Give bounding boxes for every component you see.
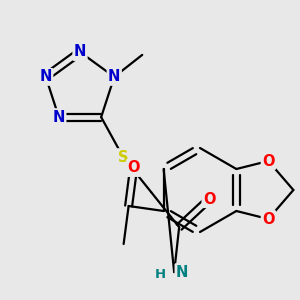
Text: S: S (118, 150, 128, 165)
Text: N: N (108, 69, 120, 84)
Text: H: H (154, 268, 166, 281)
Text: N: N (40, 69, 52, 84)
Text: N: N (176, 265, 188, 280)
Text: N: N (74, 44, 86, 59)
Text: O: O (203, 192, 215, 207)
Text: O: O (128, 160, 140, 175)
Text: O: O (262, 154, 274, 169)
Text: O: O (262, 212, 274, 226)
Text: N: N (53, 110, 65, 124)
